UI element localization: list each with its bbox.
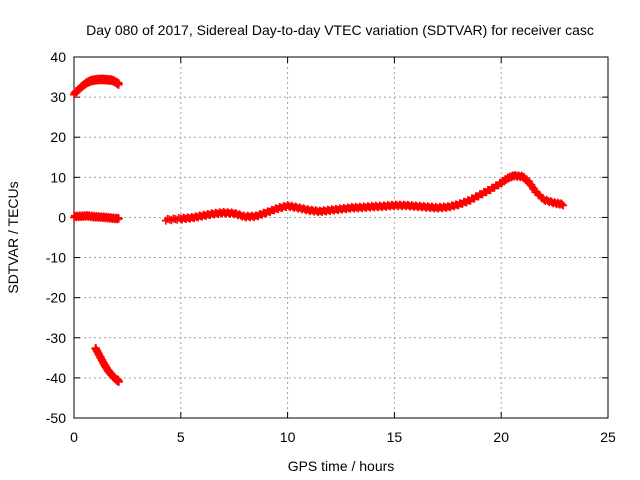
series-early-lower-arc (91, 344, 123, 386)
x-tick-label: 15 (387, 429, 403, 445)
data-point (558, 200, 567, 209)
ticks: 0 5 10 15 20 25 -50 -40 -30 -20 -10 0 10 20 30 40 (46, 49, 616, 445)
y-tick-label: 0 (58, 209, 66, 225)
x-tick-label: 25 (600, 429, 616, 445)
y-tick-label: -20 (46, 290, 66, 306)
y-tick-label: 30 (50, 89, 66, 105)
series-early-upper-arc (70, 74, 123, 99)
y-axis-label: SDTVAR / TECUs (5, 181, 21, 293)
chart-title: Day 080 of 2017, Sidereal Day-to-day VTE… (86, 22, 594, 38)
y-tick-label: -10 (46, 250, 66, 266)
series-early-zero (70, 211, 123, 224)
plot-frame (73, 56, 609, 419)
grid (74, 57, 608, 418)
data-point (114, 213, 123, 222)
data-point (114, 214, 123, 223)
y-tick-label: -40 (46, 370, 66, 386)
x-axis-label: GPS time / hours (288, 458, 395, 474)
data-series (70, 74, 568, 386)
data-point (559, 201, 568, 210)
y-tick-label: -30 (46, 330, 66, 346)
y-tick-label: 20 (50, 129, 66, 145)
x-tick-label: 10 (280, 429, 296, 445)
x-tick-label: 0 (70, 429, 78, 445)
data-point (114, 79, 123, 88)
x-tick-label: 5 (177, 429, 185, 445)
y-tick-label: -50 (46, 410, 66, 426)
data-point (114, 377, 123, 386)
series-main (161, 171, 568, 225)
y-tick-label: 40 (50, 49, 66, 65)
y-tick-label: 10 (50, 169, 66, 185)
x-tick-label: 20 (493, 429, 509, 445)
